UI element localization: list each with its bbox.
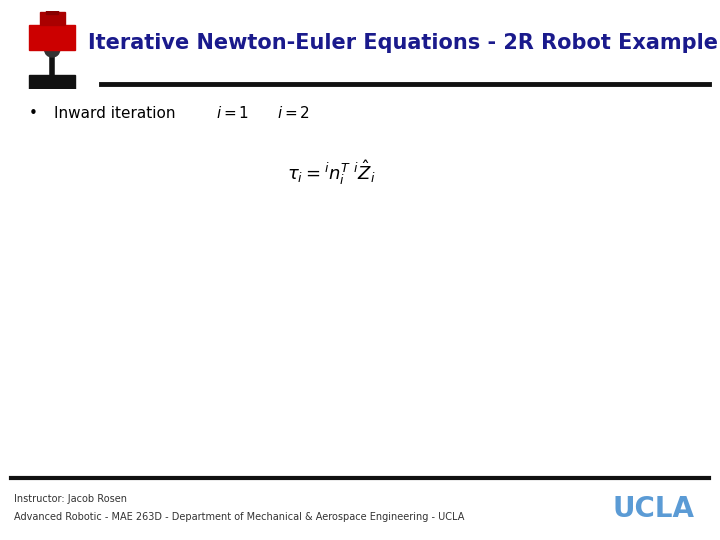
Circle shape [45,43,60,57]
Text: Instructor: Jacob Rosen: Instructor: Jacob Rosen [14,495,127,504]
Bar [29,75,76,89]
Text: $i=2$: $i=2$ [277,105,310,122]
Text: $\tau_i={^i}n_i^T\;{^i}\hat{Z}_i$: $\tau_i={^i}n_i^T\;{^i}\hat{Z}_i$ [287,158,375,187]
Text: Advanced Robotic - MAE 263D - Department of Mechanical & Aerospace Engineering -: Advanced Robotic - MAE 263D - Department… [14,512,465,522]
Text: $i=1$: $i=1$ [216,105,249,122]
Text: •: • [29,106,37,121]
Text: Inward iteration: Inward iteration [54,106,176,121]
Bar [29,25,76,50]
Text: Iterative Newton-Euler Equations - 2R Robot Example: Iterative Newton-Euler Equations - 2R Ro… [89,33,719,53]
Bar [46,9,58,14]
Text: UCLA: UCLA [613,495,695,523]
Bar [40,12,65,25]
